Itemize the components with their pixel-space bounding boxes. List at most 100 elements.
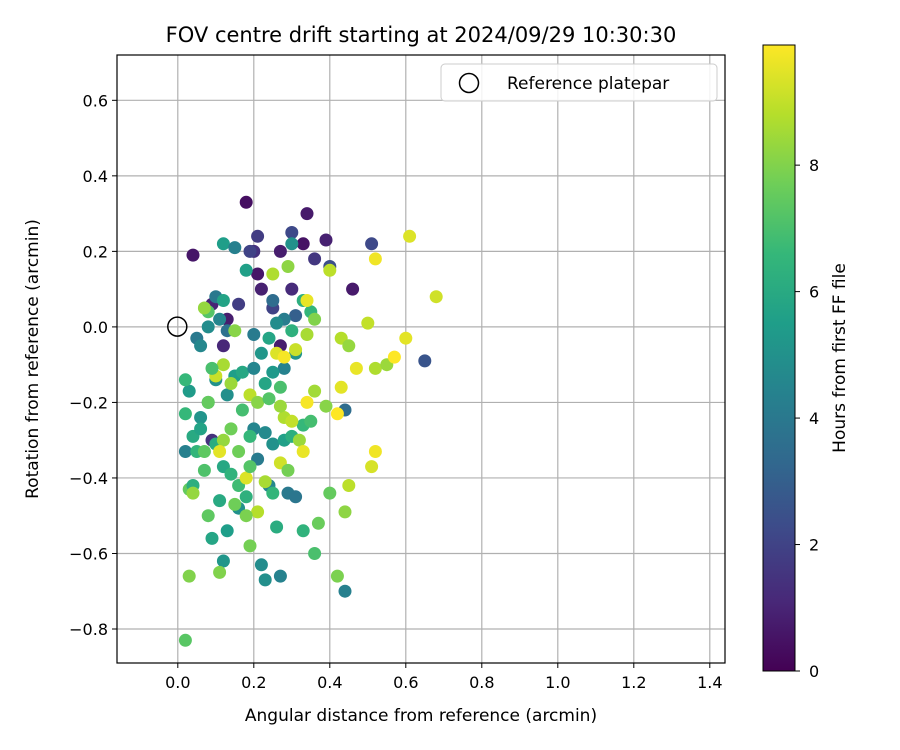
scatter-point bbox=[334, 380, 348, 394]
scatter-point bbox=[182, 569, 196, 583]
scatter-point bbox=[296, 524, 310, 538]
scatter-point bbox=[319, 233, 333, 247]
colorbar-label: Hours from first FF file bbox=[830, 263, 850, 453]
scatter-point bbox=[186, 248, 200, 262]
scatter-point bbox=[368, 445, 382, 458]
scatter-point bbox=[368, 252, 382, 266]
colorbar-tick-label: 6 bbox=[809, 283, 819, 302]
scatter-point bbox=[247, 328, 261, 341]
scatter-point bbox=[289, 490, 303, 504]
scatter-point bbox=[216, 237, 230, 251]
scatter-point bbox=[254, 282, 268, 296]
scatter-point bbox=[308, 384, 322, 398]
scatter-point bbox=[220, 388, 234, 402]
colorbar-ticks: 0 2 4 6 8 bbox=[795, 156, 819, 681]
scatter-point bbox=[194, 411, 208, 424]
scatter-point bbox=[186, 486, 200, 500]
scatter-point bbox=[342, 479, 356, 492]
scatter-point bbox=[178, 373, 192, 387]
legend-marker-icon bbox=[458, 72, 480, 94]
x-tick-label: 0.8 bbox=[469, 673, 494, 692]
x-tick-label: 0.6 bbox=[393, 673, 418, 692]
colorbar-tick-label: 2 bbox=[809, 536, 819, 555]
scatter-point bbox=[213, 312, 227, 326]
colorbar-tick-label: 4 bbox=[809, 409, 819, 428]
scatter-point bbox=[323, 263, 337, 277]
scatter-point bbox=[213, 565, 227, 579]
scatter-point bbox=[232, 297, 246, 311]
scatter-point bbox=[201, 509, 215, 523]
scatter-point bbox=[270, 520, 284, 534]
scatter-point bbox=[251, 267, 265, 281]
scatter-point bbox=[178, 633, 192, 647]
scatter-point bbox=[273, 380, 287, 394]
scatter-point bbox=[232, 445, 246, 458]
scatter-point bbox=[205, 531, 219, 545]
scatter-point bbox=[296, 237, 310, 251]
colorbar-tick-label: 8 bbox=[809, 156, 819, 175]
scatter-point bbox=[201, 320, 215, 334]
scatter-point bbox=[365, 460, 379, 474]
scatter-point bbox=[285, 226, 299, 239]
scatter-point bbox=[243, 244, 257, 258]
grid-vertical-lines bbox=[177, 55, 711, 663]
scatter-point bbox=[228, 497, 242, 511]
scatter-point bbox=[338, 505, 352, 519]
scatter-point bbox=[296, 445, 310, 458]
scatter-point bbox=[330, 569, 344, 583]
x-tick-label: 1.2 bbox=[621, 673, 646, 692]
scatter-point bbox=[258, 426, 272, 440]
scatter-point bbox=[289, 343, 303, 357]
scatter-point bbox=[308, 547, 322, 560]
y-tick-label: −0.6 bbox=[69, 544, 108, 563]
scatter-point bbox=[338, 584, 352, 598]
scatter-point bbox=[270, 316, 284, 330]
scatter-point bbox=[262, 331, 276, 345]
x-tick-label: 0.4 bbox=[317, 673, 342, 692]
x-axis-label: Angular distance from reference (arcmin) bbox=[245, 706, 597, 726]
scatter-point bbox=[300, 395, 314, 409]
x-tick-label: 1.0 bbox=[545, 673, 570, 692]
scatter-point bbox=[266, 267, 280, 281]
scatter-point bbox=[224, 422, 238, 436]
scatter-point bbox=[213, 445, 227, 458]
scatter-point bbox=[273, 399, 287, 413]
scatter-point bbox=[273, 569, 287, 583]
scatter-point bbox=[262, 392, 276, 406]
scatter-point bbox=[216, 433, 230, 447]
scatter-point bbox=[224, 467, 238, 481]
scatter-point bbox=[281, 463, 295, 477]
colorbar-fill bbox=[762, 44, 796, 672]
scatter-point bbox=[308, 312, 322, 326]
legend-box bbox=[440, 63, 718, 102]
scatter-point bbox=[243, 460, 257, 474]
plot-frame bbox=[116, 54, 726, 664]
scatter-points bbox=[178, 195, 443, 647]
scatter-point bbox=[342, 339, 356, 353]
scatter-point bbox=[194, 339, 208, 353]
scatter-point bbox=[197, 445, 211, 458]
colorbar-tick-label: 0 bbox=[809, 662, 819, 681]
scatter-point bbox=[239, 471, 253, 485]
scatter-point bbox=[258, 377, 272, 390]
scatter-point bbox=[368, 361, 382, 375]
scatter-point bbox=[323, 486, 337, 500]
scatter-point bbox=[346, 282, 360, 296]
scatter-point bbox=[239, 195, 253, 209]
scatter-point bbox=[220, 524, 234, 538]
scatter-point bbox=[235, 403, 249, 417]
scatter-point bbox=[205, 361, 219, 375]
reference-platepar-marker bbox=[167, 316, 188, 337]
scatter-point bbox=[228, 324, 242, 338]
scatter-point bbox=[239, 509, 253, 523]
chart-title: FOV centre drift starting at 2024/09/29 … bbox=[166, 23, 677, 47]
scatter-point bbox=[281, 260, 295, 273]
scatter-point bbox=[224, 377, 238, 390]
scatter-point bbox=[243, 539, 257, 553]
scatter-point bbox=[266, 486, 280, 500]
scatter-point bbox=[399, 331, 413, 345]
scatter-point bbox=[178, 407, 192, 421]
colorbar: 0 2 4 6 8 Hours from first FF file bbox=[762, 44, 850, 681]
scatter-point bbox=[308, 252, 322, 266]
